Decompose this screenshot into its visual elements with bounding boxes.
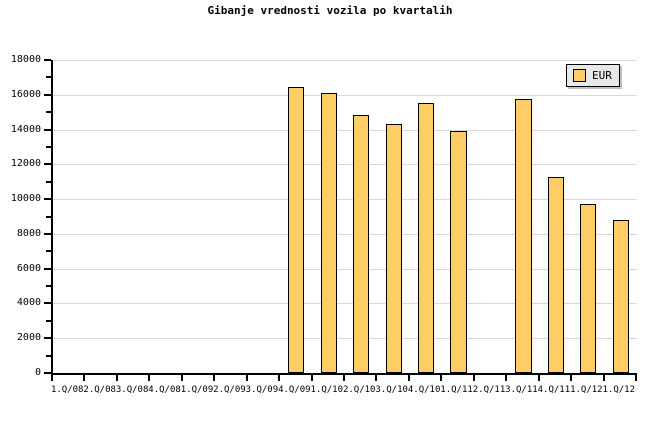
x-tick	[180, 375, 183, 381]
y-tick-major	[44, 302, 51, 305]
bar[interactable]	[612, 219, 629, 373]
x-tick	[115, 375, 118, 381]
y-tick-major	[44, 163, 51, 166]
x-axis-label: 3.Q/08	[115, 385, 149, 395]
x-axis-label: 2.Q/08	[83, 385, 116, 395]
y-axis-label: 0	[34, 367, 41, 378]
x-axis-label: 1.Q/09	[180, 385, 214, 395]
x-tick	[635, 375, 637, 381]
y-tick-minor	[46, 111, 51, 114]
bar[interactable]	[385, 124, 402, 373]
y-axis-label: 14000	[10, 123, 41, 135]
x-tick	[602, 375, 605, 381]
legend-swatch-eur	[573, 69, 586, 82]
y-axis-label: 12000	[10, 158, 41, 170]
x-tick	[375, 375, 378, 381]
y-tick-minor	[46, 215, 51, 218]
y-tick-major	[44, 128, 51, 131]
x-axis: 1.Q/08 2.Q/08 3.Q/08 4.Q/08 1.Q/09 2.Q/09 3.Q/…	[51, 375, 637, 405]
y-axis-label: 16000	[10, 88, 41, 100]
x-axis-label: 1.Q/11	[440, 385, 473, 395]
x-axis-label: 1.Q/10	[310, 385, 344, 395]
x-tick	[472, 375, 475, 381]
y-tick-major	[44, 93, 51, 96]
gridline	[53, 129, 637, 131]
x-axis-label: 2.Q/11	[472, 385, 506, 395]
x-tick	[83, 375, 86, 381]
x-tick	[505, 375, 508, 381]
x-axis-label: 1.Q/12	[570, 385, 603, 395]
x-tick	[310, 375, 313, 381]
y-tick-major	[44, 232, 51, 235]
bar[interactable]	[580, 204, 597, 373]
y-axis: 0 2000 4000 6000 8000 10000 12000 14000 16000 180…	[0, 55, 51, 378]
x-axis-label: 3.Q/11	[505, 385, 538, 395]
bar[interactable]	[353, 114, 370, 373]
x-axis-label: 3.Q/09	[245, 385, 279, 395]
x-axis-label: 4.Q/11	[537, 385, 571, 395]
x-axis-label: 1.Q/12	[602, 385, 636, 395]
y-tick-major	[44, 59, 51, 61]
y-tick-minor	[46, 76, 51, 79]
x-tick	[570, 375, 573, 381]
y-axis-label: 6000	[16, 262, 41, 274]
bar[interactable]	[320, 93, 337, 373]
x-axis-label: 4.Q/10	[407, 385, 441, 395]
plot-area	[51, 60, 637, 375]
y-axis-label: 4000	[16, 297, 41, 309]
y-tick-major	[44, 198, 51, 201]
bar[interactable]	[450, 131, 467, 373]
x-tick	[407, 375, 410, 381]
y-tick-minor	[46, 285, 51, 288]
gridline	[53, 94, 637, 96]
x-tick	[537, 375, 540, 381]
y-axis-label: 18000	[10, 54, 41, 65]
x-tick	[51, 375, 53, 381]
x-axis-label: 4.Q/08	[148, 385, 181, 395]
bar[interactable]	[288, 86, 305, 373]
gridline	[53, 164, 637, 166]
bar[interactable]	[515, 99, 532, 373]
x-tick	[213, 375, 216, 381]
bar[interactable]	[418, 103, 435, 373]
x-axis-label: 1.Q/08	[50, 385, 84, 395]
x-axis-label: 2.Q/10	[342, 385, 376, 395]
chart-legend[interactable]: EUR	[566, 64, 620, 87]
chart-title: Gibanje vrednosti vozila po kvartalih	[207, 4, 453, 17]
bar[interactable]	[547, 176, 564, 373]
y-axis-label: 10000	[10, 193, 41, 205]
x-tick	[278, 375, 281, 381]
x-tick	[245, 375, 248, 381]
x-tick	[440, 375, 443, 381]
x-tick	[343, 375, 345, 381]
y-tick-minor	[46, 145, 51, 148]
y-tick-minor	[46, 319, 51, 322]
y-tick-minor	[46, 250, 51, 253]
x-axis-label: 3.Q/10	[375, 385, 408, 395]
y-tick-minor	[46, 180, 51, 183]
x-tick	[148, 375, 151, 381]
y-tick-minor	[46, 354, 51, 357]
gridline	[53, 60, 637, 61]
y-tick-major	[44, 372, 51, 374]
legend-label-eur: EUR	[592, 69, 612, 82]
y-axis-label: 2000	[16, 332, 41, 344]
x-axis-label: 2.Q/09	[213, 385, 246, 395]
x-axis-label: 4.Q/09	[278, 385, 311, 395]
y-axis-label: 8000	[16, 227, 41, 239]
y-tick-major	[44, 337, 51, 340]
y-tick-major	[44, 267, 51, 270]
